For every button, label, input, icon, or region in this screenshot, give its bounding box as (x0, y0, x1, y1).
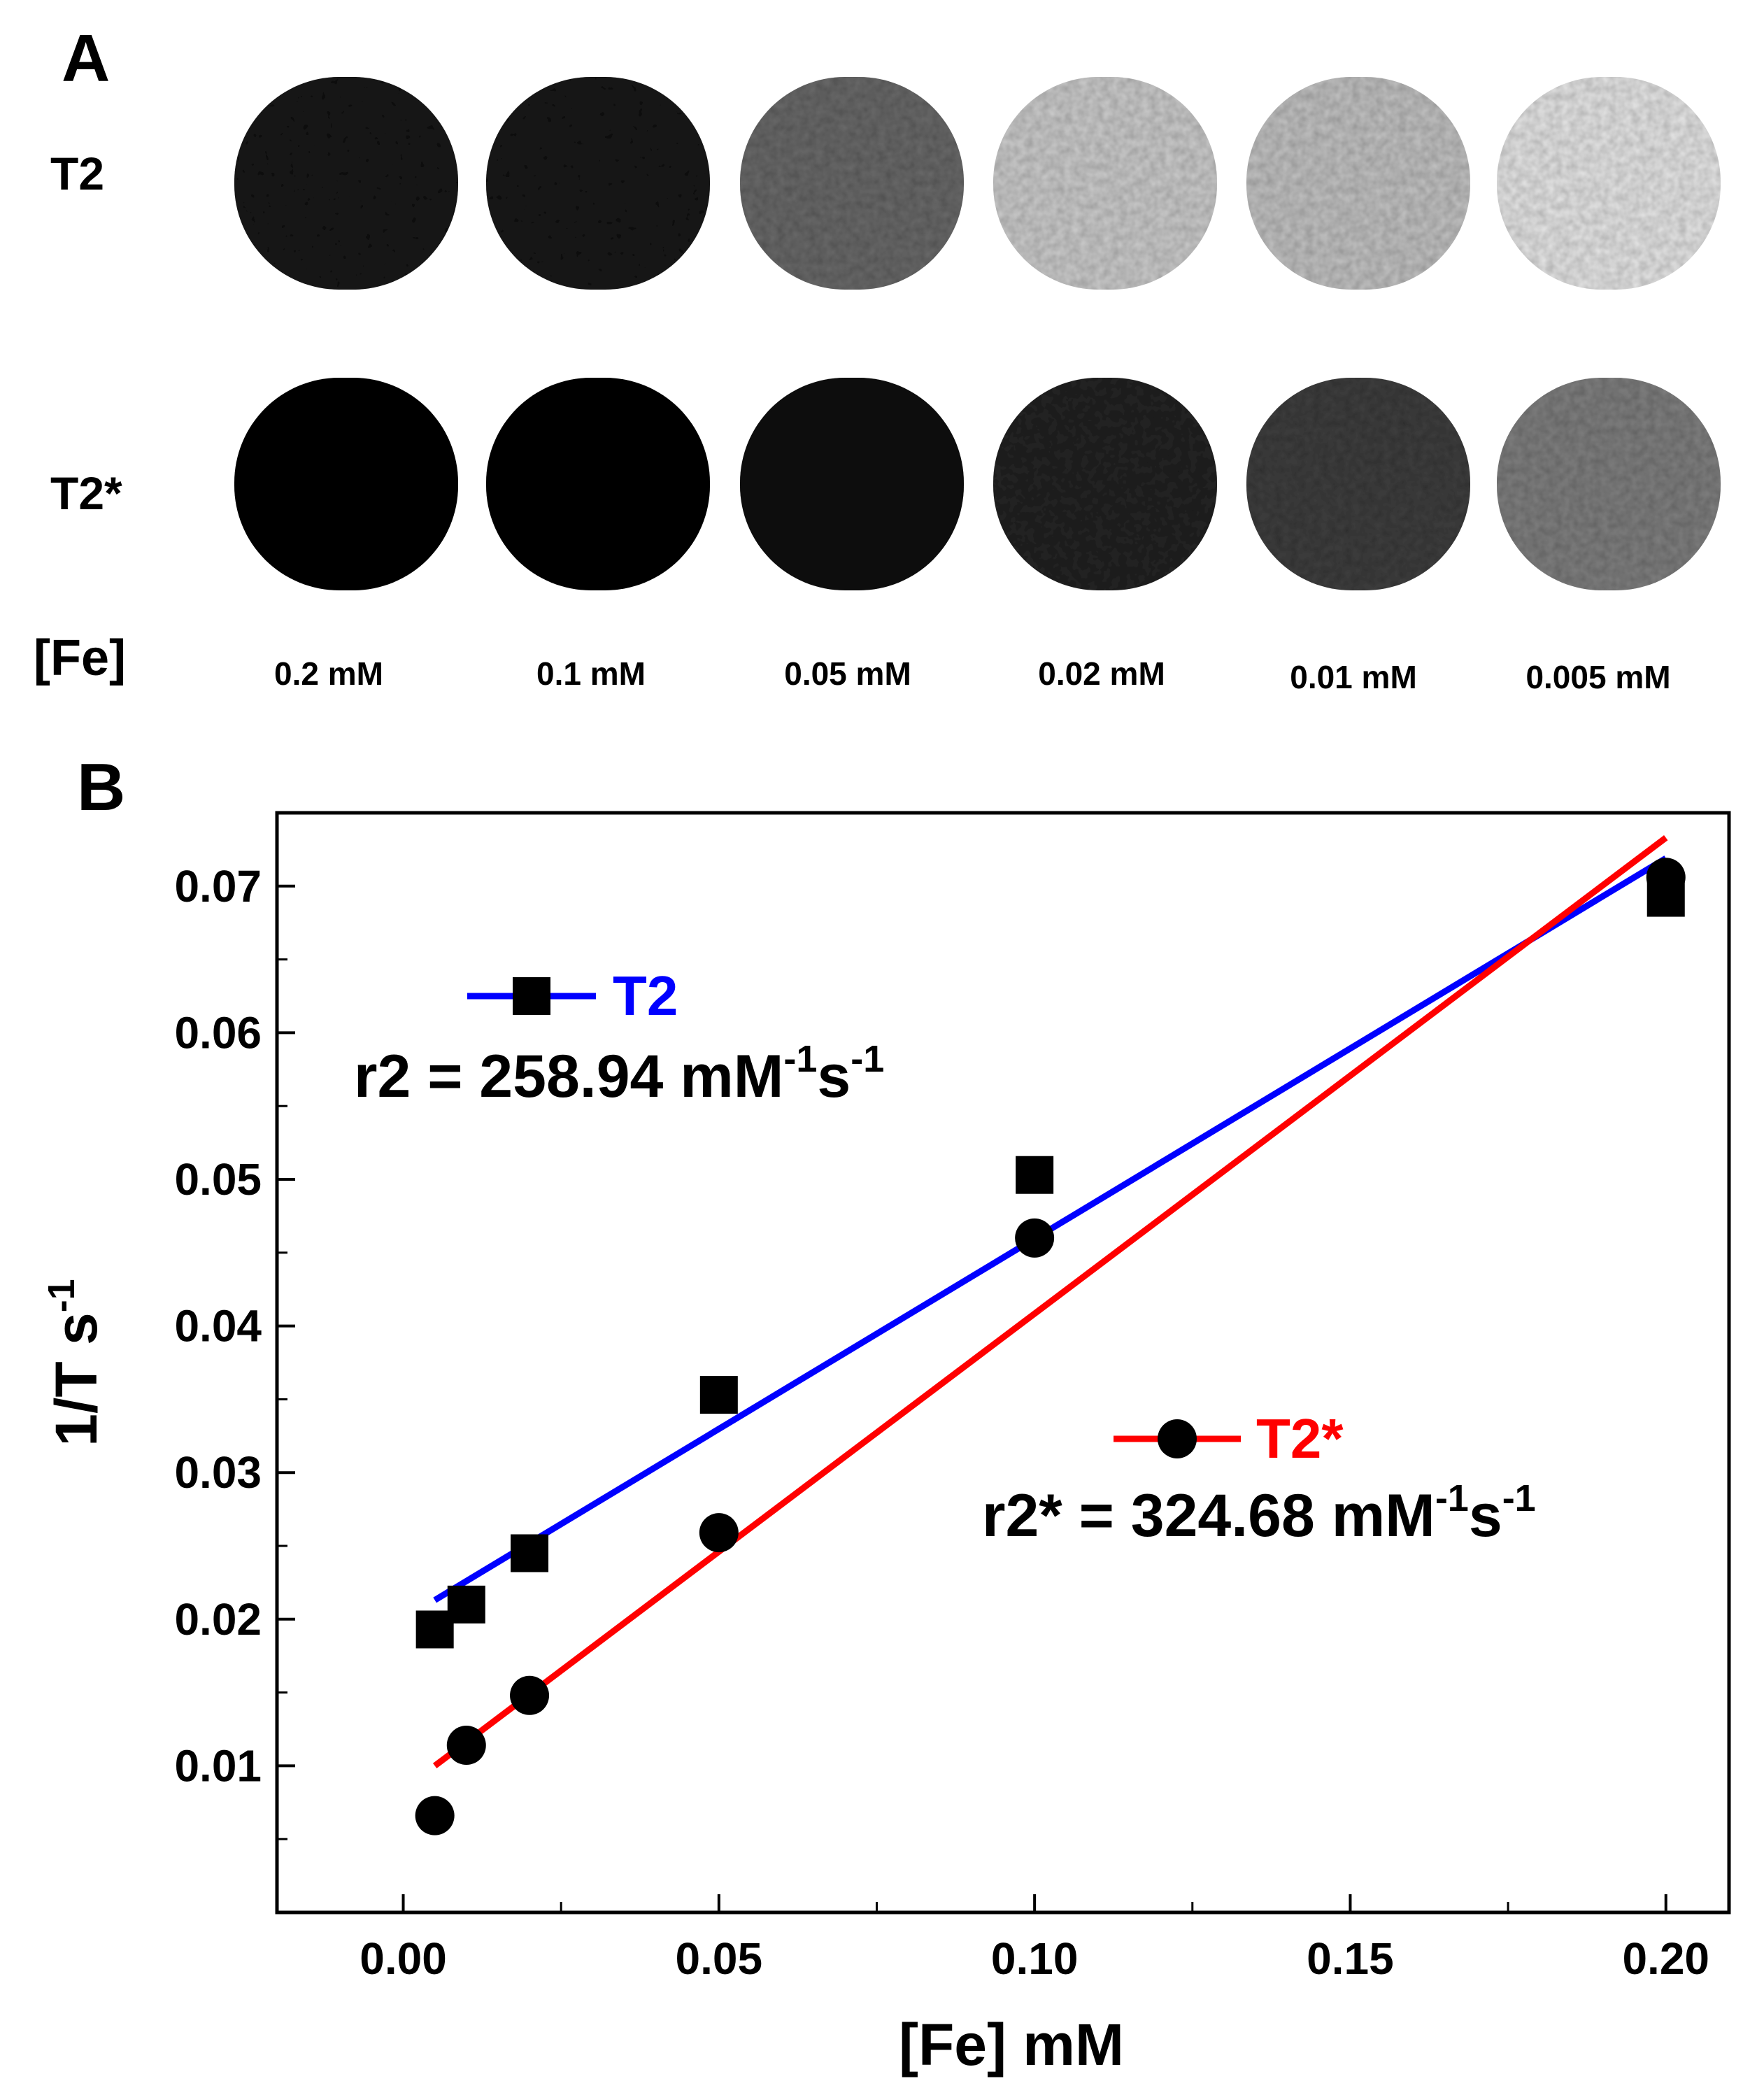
y-tick-label: 0.03 (174, 1447, 262, 1498)
concentration-label: [Fe] (34, 630, 126, 686)
concentration-value: 0.2 mM (274, 655, 383, 692)
y-tick-label: 0.05 (174, 1154, 262, 1205)
annotation-r2star-prefix: r2* = 324.68 mM (982, 1482, 1435, 1549)
phantom-t2star-1 (486, 378, 710, 590)
y-tick-label: 0.04 (174, 1301, 262, 1351)
data-point-t2 (415, 1610, 454, 1649)
annotation-r2star-sup1: -1 (1435, 1477, 1469, 1519)
y-axis-title: 1/T s-1 (41, 1279, 109, 1446)
data-point-t2star (446, 1726, 486, 1766)
panel-b-letter: B (77, 750, 126, 825)
legend-t2star-label: T2* (1256, 1407, 1344, 1470)
legend-t2: T2 (467, 965, 678, 1027)
annotation-r2-sup2: -1 (851, 1038, 884, 1080)
annotation-r2-mid: s (817, 1043, 851, 1110)
row-label-t2: T2 (50, 148, 105, 199)
phantom-t2-3 (993, 77, 1217, 290)
phantom-t2star-5 (1497, 378, 1721, 590)
data-point-t2star (1015, 1218, 1055, 1258)
x-axis-title: [Fe] mM (899, 2012, 1124, 2078)
y-axis-title-main: 1/T s (43, 1312, 109, 1446)
y-tick-label: 0.06 (174, 1007, 262, 1058)
annotation-r2star-sup2: -1 (1502, 1477, 1536, 1519)
annotation-r2-sup1: -1 (783, 1038, 817, 1080)
phantom-t2star-4 (1246, 378, 1470, 590)
legend-t2star: T2* (1114, 1407, 1344, 1470)
phantom-t2-1 (486, 77, 710, 290)
phantom-t2-2 (740, 77, 964, 290)
y-tick-label: 0.02 (174, 1594, 262, 1645)
data-point-t2star (1646, 858, 1686, 897)
data-point-t2star (510, 1675, 550, 1715)
annotation-r2star: r2* = 324.68 mM-1s-1 (982, 1477, 1536, 1549)
data-point-t2 (1016, 1156, 1054, 1194)
x-tick-label: 0.20 (1622, 1933, 1709, 1984)
plot-frame (275, 811, 1731, 1915)
concentration-value: 0.01 mM (1290, 659, 1417, 695)
x-tick-label: 0.15 (1307, 1933, 1394, 1984)
data-point-t2 (699, 1376, 738, 1414)
annotation-r2: r2 = 258.94 mM-1s-1 (354, 1038, 884, 1110)
phantom-t2-5 (1497, 77, 1721, 290)
concentration-value: 0.1 mM (536, 655, 646, 692)
phantom-t2star-0 (234, 378, 458, 590)
phantom-t2star-3 (993, 378, 1217, 590)
data-point-t2 (511, 1534, 549, 1572)
phantom-images (234, 77, 1721, 590)
x-tick-label: 0.05 (676, 1933, 763, 1984)
phantom-t2-4 (1246, 77, 1470, 290)
concentration-value: 0.02 mM (1038, 655, 1165, 692)
data-point-t2star (699, 1513, 739, 1553)
annotation-r2-prefix: r2 = 258.94 mM (354, 1043, 783, 1110)
legend-t2-label: T2 (613, 965, 678, 1027)
x-tick-label: 0.10 (991, 1933, 1079, 1984)
legend-t2-marker (513, 977, 550, 1015)
fit-line-t2star (432, 835, 1668, 1768)
phantom-t2-0 (234, 77, 458, 290)
annotation-r2star-mid: s (1469, 1482, 1502, 1549)
y-tick-label: 0.07 (174, 861, 262, 911)
concentration-value: 0.05 mM (784, 655, 911, 692)
panel-a-letter: A (62, 21, 111, 96)
data-point-t2 (447, 1585, 485, 1624)
phantom-t2star-2 (740, 378, 964, 590)
data-point-t2star (415, 1796, 455, 1835)
row-label-t2star: T2* (50, 467, 122, 519)
y-axis-title-sup: -1 (41, 1279, 83, 1312)
legend-t2star-marker (1158, 1419, 1197, 1458)
concentration-value: 0.005 mM (1525, 659, 1671, 695)
x-tick-label: 0.00 (360, 1933, 447, 1984)
y-tick-label: 0.01 (174, 1740, 262, 1791)
